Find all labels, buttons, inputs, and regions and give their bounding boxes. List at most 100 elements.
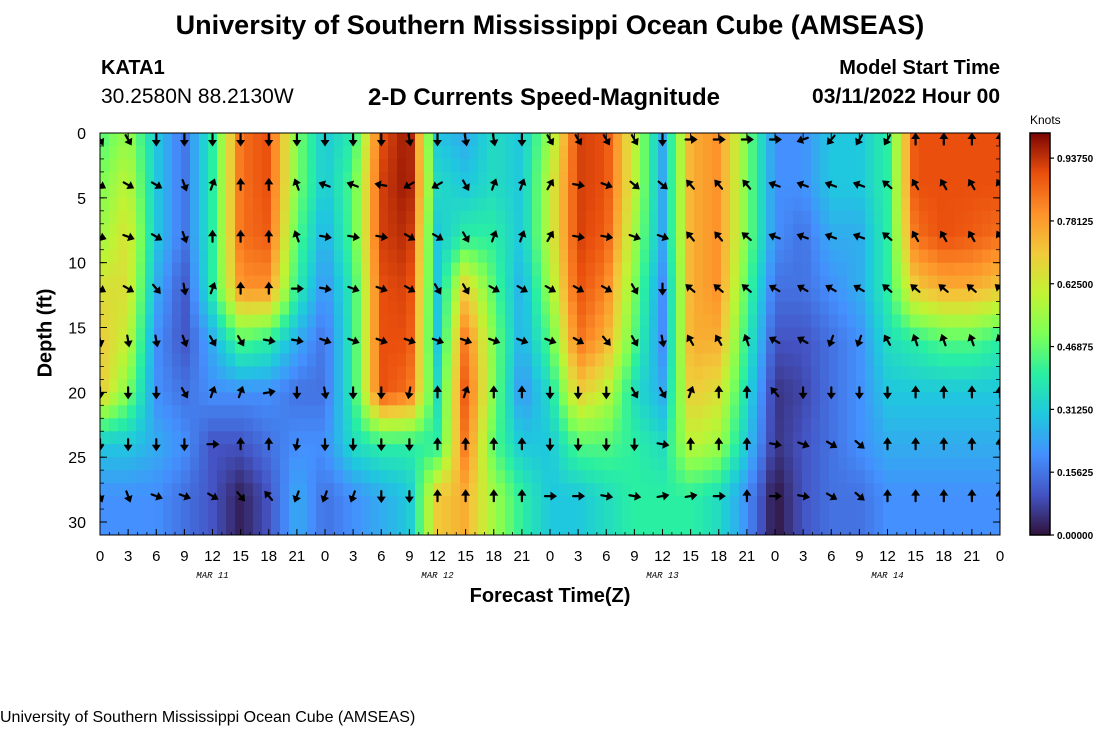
heatmap-cell bbox=[406, 366, 416, 380]
heatmap-cell bbox=[244, 457, 254, 471]
heatmap-cell bbox=[649, 353, 659, 368]
heatmap-cell bbox=[694, 197, 704, 212]
heatmap-cell bbox=[793, 431, 803, 445]
heatmap-cell bbox=[631, 340, 641, 355]
heatmap-cell bbox=[784, 145, 794, 160]
heatmap-cell bbox=[766, 444, 776, 458]
heatmap-cell bbox=[622, 444, 632, 458]
heatmap-cell bbox=[892, 210, 902, 225]
heatmap-cell bbox=[820, 197, 830, 212]
heatmap-cell bbox=[910, 158, 920, 173]
current-arrow bbox=[318, 232, 332, 242]
heatmap-cell bbox=[298, 184, 308, 199]
heatmap-cell bbox=[703, 301, 713, 316]
heatmap-cell bbox=[262, 158, 272, 173]
heatmap-cell bbox=[289, 327, 299, 342]
heatmap-cell bbox=[244, 210, 254, 225]
heatmap-cell bbox=[244, 133, 254, 147]
heatmap-cell bbox=[685, 249, 695, 264]
heatmap-cell bbox=[703, 145, 713, 160]
heatmap-cell bbox=[514, 197, 524, 212]
current-arrow bbox=[855, 334, 864, 348]
heatmap-cell bbox=[766, 431, 776, 445]
heatmap-cell bbox=[442, 223, 452, 238]
heatmap-cell bbox=[370, 210, 380, 225]
heatmap-cell bbox=[613, 327, 623, 342]
heatmap-cell bbox=[352, 405, 362, 419]
heatmap-cell bbox=[433, 171, 443, 186]
heatmap-cell bbox=[928, 366, 938, 380]
heatmap-cell bbox=[856, 366, 866, 380]
heatmap-cell bbox=[352, 392, 362, 406]
heatmap-cell bbox=[937, 483, 947, 497]
heatmap-cell bbox=[181, 418, 191, 432]
current-arrow bbox=[911, 333, 920, 347]
heatmap-cell bbox=[748, 418, 758, 432]
heatmap-cell bbox=[640, 444, 650, 458]
heatmap-cell bbox=[352, 133, 362, 147]
heatmap-cell bbox=[748, 236, 758, 251]
current-arrow bbox=[292, 438, 302, 452]
heatmap-cell bbox=[505, 340, 515, 355]
heatmap-cell bbox=[982, 392, 992, 406]
heatmap-cell bbox=[208, 418, 218, 432]
heatmap-cell bbox=[325, 158, 335, 173]
heatmap-cell bbox=[334, 353, 344, 368]
heatmap-cell bbox=[253, 379, 263, 393]
heatmap-cell bbox=[748, 366, 758, 380]
heatmap-cell bbox=[559, 522, 569, 535]
heatmap-cell bbox=[874, 197, 884, 212]
heatmap-cell bbox=[658, 184, 668, 199]
heatmap-cell bbox=[127, 301, 137, 316]
heatmap-cell bbox=[586, 470, 596, 484]
heatmap-cell bbox=[469, 353, 479, 368]
heatmap-cell bbox=[631, 418, 641, 432]
heatmap-cell bbox=[397, 223, 407, 238]
heatmap-cell bbox=[325, 262, 335, 277]
heatmap-cell bbox=[793, 301, 803, 316]
heatmap-cell bbox=[829, 184, 839, 199]
heatmap-cell bbox=[919, 171, 929, 186]
heatmap-cell bbox=[226, 405, 236, 419]
heatmap-cell bbox=[271, 288, 281, 303]
heatmap-cell bbox=[469, 314, 479, 329]
heatmap-cell bbox=[136, 158, 146, 173]
heatmap-cell bbox=[847, 457, 857, 471]
heatmap-cell bbox=[577, 197, 587, 212]
heatmap-cell bbox=[235, 470, 245, 484]
heatmap-cell bbox=[748, 379, 758, 393]
heatmap-cell bbox=[928, 197, 938, 212]
heatmap-cell bbox=[559, 236, 569, 251]
heatmap-cell bbox=[694, 340, 704, 355]
heatmap-cell bbox=[739, 288, 749, 303]
heatmap-cell bbox=[649, 418, 659, 432]
heatmap-cell bbox=[928, 509, 938, 523]
heatmap-cell bbox=[523, 197, 533, 212]
heatmap-cell bbox=[478, 457, 488, 471]
heatmap-cell bbox=[523, 405, 533, 419]
heatmap-cell bbox=[154, 405, 164, 419]
heatmap-cell bbox=[208, 275, 218, 290]
heatmap-cell bbox=[289, 353, 299, 368]
heatmap-cell bbox=[163, 288, 173, 303]
heatmap-cell bbox=[739, 171, 749, 186]
heatmap-cell bbox=[298, 392, 308, 406]
heatmap-cell bbox=[541, 158, 551, 173]
current-arrow bbox=[967, 385, 977, 399]
heatmap-cell bbox=[487, 171, 497, 186]
heatmap-cell bbox=[739, 470, 749, 484]
heatmap-cell bbox=[883, 457, 893, 471]
heatmap-cell bbox=[190, 353, 200, 368]
heatmap-cell bbox=[217, 301, 227, 316]
heatmap-cell bbox=[955, 210, 965, 225]
heatmap-cell bbox=[730, 457, 740, 471]
heatmap-cell bbox=[136, 197, 146, 212]
heatmap-cell bbox=[694, 288, 704, 303]
heatmap-cell bbox=[172, 431, 182, 445]
y-tick-label: 0 bbox=[77, 126, 86, 143]
y-tick-label: 5 bbox=[77, 191, 86, 208]
heatmap-cell bbox=[136, 405, 146, 419]
heatmap-cell bbox=[100, 470, 110, 484]
heatmap-cell bbox=[838, 327, 848, 342]
heatmap-cell bbox=[991, 249, 1000, 264]
